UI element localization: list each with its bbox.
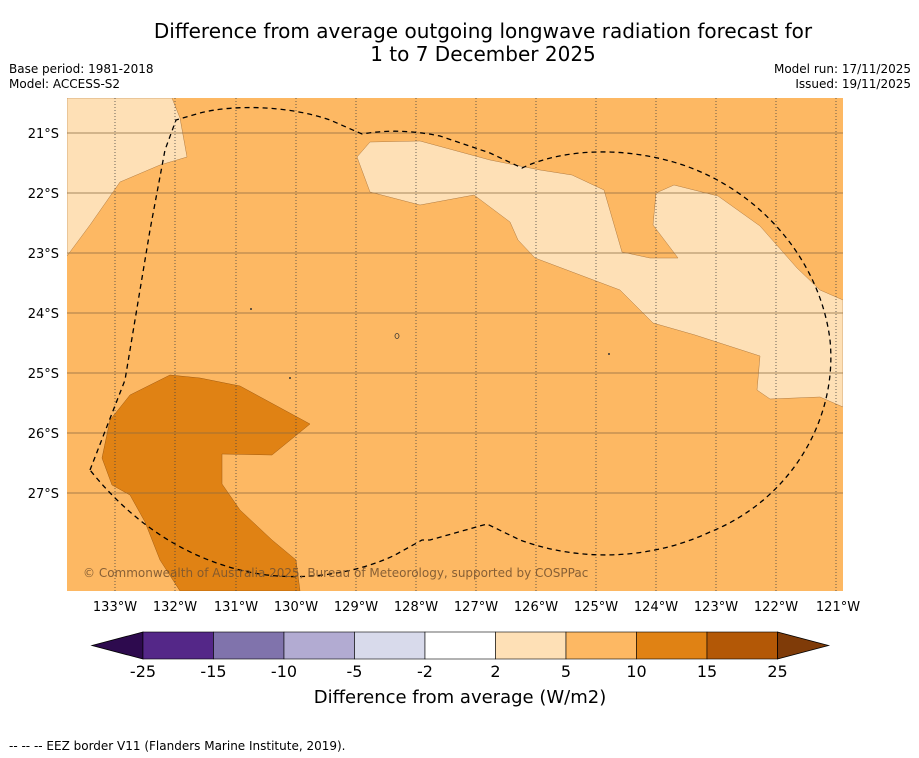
colorbar-tick-label: 2 — [490, 662, 500, 681]
lat-tick-label: 27°S — [28, 487, 59, 502]
lat-tick-label: 22°S — [28, 187, 59, 202]
copyright-watermark: © Commonwealth of Australia 2025, Bureau… — [83, 566, 588, 580]
lon-tick-label: 124°W — [634, 600, 678, 615]
colorbar: -25 -15 -10 -5 -2 2 5 10 15 25 — [90, 631, 831, 681]
lat-tick-label: 24°S — [28, 307, 59, 322]
lat-tick-label: 25°S — [28, 367, 59, 382]
colorbar-tick-label: -2 — [417, 662, 433, 681]
lon-tick-label: 128°W — [394, 600, 438, 615]
speck-mark — [250, 308, 252, 310]
latitude-labels: 21°S 22°S 23°S 24°S 25°S 26°S 27°S — [28, 127, 59, 502]
issued-text: Issued: 19/11/2025 — [795, 77, 911, 91]
longitude-labels: 133°W 132°W 131°W 130°W 129°W 128°W 127°… — [93, 600, 860, 615]
colorbar-extend-low — [90, 631, 144, 660]
lon-tick-label: 132°W — [153, 600, 197, 615]
meta-right: Model run: 17/11/2025 Issued: 19/11/2025 — [774, 62, 911, 92]
colorbar-tick-label: 5 — [561, 662, 571, 681]
lon-tick-label: 121°W — [816, 600, 860, 615]
lon-tick-label: 129°W — [334, 600, 378, 615]
colorbar-segment — [565, 631, 637, 660]
colorbar-title: Difference from average (W/m2) — [314, 687, 606, 708]
colorbar-segment — [636, 631, 708, 660]
dark-anomaly-region-southwest — [101, 374, 311, 591]
colorbar-segment — [706, 631, 778, 660]
eez-border — [89, 106, 832, 578]
speck-mark — [608, 353, 610, 355]
lon-tick-label: 133°W — [93, 600, 137, 615]
longitude-gridlines — [114, 98, 837, 591]
lon-tick-label: 125°W — [574, 600, 618, 615]
colorbar-extend-high — [777, 631, 831, 660]
light-anomaly-region-east — [356, 140, 843, 408]
lon-tick-label: 131°W — [214, 600, 258, 615]
lon-tick-label: 130°W — [274, 600, 318, 615]
chart-title-line1: Difference from average outgoing longwav… — [153, 19, 813, 43]
lon-tick-label: 123°W — [694, 600, 738, 615]
colorbar-tick-label: 15 — [697, 662, 717, 681]
latitude-gridlines — [67, 132, 843, 494]
speck-mark — [289, 377, 291, 379]
lon-tick-label: 127°W — [454, 600, 498, 615]
colorbar-tick-label: 10 — [626, 662, 646, 681]
colorbar-segment — [283, 631, 355, 660]
base-period-text: Base period: 1981-2018 — [9, 62, 154, 76]
model-run-text: Model run: 17/11/2025 — [773, 62, 911, 76]
lon-tick-label: 126°W — [514, 600, 558, 615]
colorbar-tick-label: -15 — [200, 662, 226, 681]
colorbar-tick-label: -10 — [271, 662, 297, 681]
lat-tick-label: 26°S — [28, 427, 59, 442]
lat-tick-label: 21°S — [28, 127, 59, 142]
colorbar-segment — [495, 631, 567, 660]
map-area: © Commonwealth of Australia 2025, Bureau… — [67, 98, 843, 591]
colorbar-tick-label: 25 — [767, 662, 787, 681]
meta-left: Base period: 1981-2018 Model: ACCESS-S2 — [9, 62, 154, 92]
colorbar-segment — [354, 631, 426, 660]
lon-tick-label: 122°W — [754, 600, 798, 615]
colorbar-segment — [142, 631, 214, 660]
speck-mark — [394, 333, 400, 339]
chart-title-line2: 1 to 7 December 2025 — [370, 42, 596, 66]
eez-footnote: -- -- -- EEZ border V11 (Flanders Marine… — [9, 739, 346, 753]
colorbar-tick-label: -5 — [347, 662, 363, 681]
colorbar-segment — [213, 631, 285, 660]
lat-tick-label: 23°S — [28, 247, 59, 262]
colorbar-tick-label: -25 — [130, 662, 156, 681]
model-text: Model: ACCESS-S2 — [9, 77, 121, 91]
colorbar-segment — [424, 631, 496, 660]
